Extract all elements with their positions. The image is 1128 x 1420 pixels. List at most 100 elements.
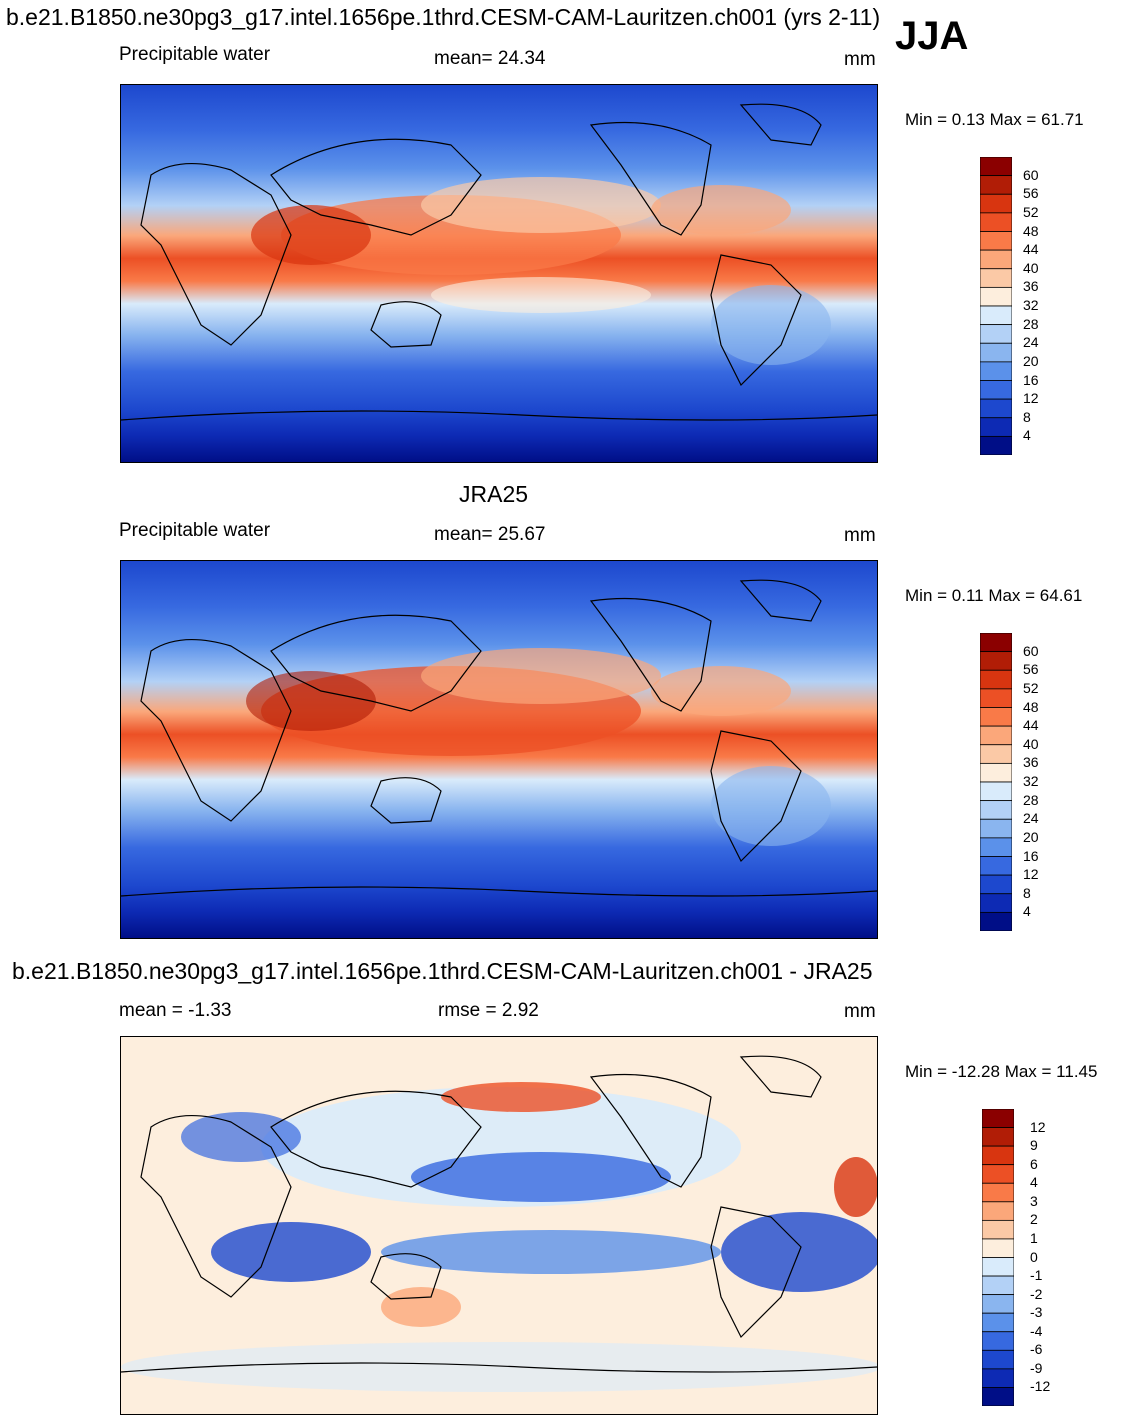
colorbar-swatch bbox=[981, 1238, 1015, 1258]
colorbar-tick-label: 20 bbox=[1023, 352, 1039, 369]
colorbar-swatch bbox=[979, 324, 1013, 344]
colorbar-swatch bbox=[979, 193, 1013, 214]
colorbar-swatch bbox=[979, 398, 1013, 419]
colorbar-swatch bbox=[979, 800, 1013, 820]
colorbar-swatch bbox=[979, 707, 1013, 727]
colorbar-tick-label: -6 bbox=[1030, 1341, 1043, 1358]
colorbar-swatch bbox=[981, 1219, 1015, 1240]
obs-mean-label: mean= 25.67 bbox=[434, 524, 546, 545]
colorbar-tick-label: 12 bbox=[1030, 1118, 1046, 1135]
colorbar-tick-label: 9 bbox=[1030, 1137, 1038, 1154]
colorbar-tick-label: -2 bbox=[1030, 1285, 1043, 1302]
colorbar-swatch bbox=[981, 1164, 1015, 1184]
colorbar-tick-label: 36 bbox=[1023, 754, 1039, 771]
colorbar-swatch bbox=[979, 435, 1013, 456]
colorbar-swatch bbox=[979, 818, 1013, 839]
colorbar-swatch bbox=[981, 1201, 1015, 1221]
colorbar-swatch bbox=[979, 781, 1013, 802]
colorbar-tick-label: 12 bbox=[1023, 390, 1039, 407]
diff-minmax-label: Min = -12.28 Max = 11.45 bbox=[905, 1062, 1098, 1081]
obs-units-label: mm bbox=[844, 525, 876, 546]
colorbar-tick-label: 6 bbox=[1030, 1155, 1038, 1172]
colorbar-tick-label: 3 bbox=[1030, 1192, 1038, 1209]
colorbar-tick-label: 60 bbox=[1023, 166, 1039, 183]
colorbar-swatch bbox=[979, 249, 1013, 270]
diff-mean-label: mean = -1.33 bbox=[119, 1000, 232, 1021]
colorbar-swatch bbox=[981, 1387, 1015, 1407]
colorbar-tick-label: 8 bbox=[1023, 884, 1031, 901]
colorbar-swatch bbox=[981, 1108, 1015, 1128]
obs-minmax-label: Min = 0.11 Max = 64.61 bbox=[905, 586, 1083, 605]
colorbar-swatch bbox=[979, 856, 1013, 876]
colorbar-tick-label: 28 bbox=[1023, 791, 1039, 808]
colorbar-tick-label: -12 bbox=[1030, 1378, 1051, 1395]
model-colorbar-swatches bbox=[979, 156, 1013, 456]
colorbar-tick-label: 44 bbox=[1023, 241, 1039, 258]
diff-rmse-label: rmse = 2.92 bbox=[438, 1000, 539, 1021]
colorbar-tick-label: 1 bbox=[1030, 1229, 1038, 1246]
model-minmax-label: Min = 0.13 Max = 61.71 bbox=[905, 110, 1084, 129]
colorbar-tick-label: 2 bbox=[1030, 1211, 1038, 1228]
colorbar-tick-label: -3 bbox=[1030, 1304, 1043, 1321]
colorbar-swatch bbox=[981, 1257, 1015, 1277]
colorbar-swatch bbox=[981, 1368, 1015, 1388]
colorbar-tick-label: -9 bbox=[1030, 1359, 1043, 1376]
colorbar-tick-label: 4 bbox=[1023, 903, 1031, 920]
diff-colorbar-swatches bbox=[981, 1108, 1015, 1407]
diff-units-label: mm bbox=[844, 1001, 876, 1022]
diff-map bbox=[120, 1036, 878, 1415]
colorbar-tick-label: 28 bbox=[1023, 315, 1039, 332]
colorbar-tick-label: 4 bbox=[1023, 427, 1031, 444]
colorbar-swatch bbox=[981, 1312, 1015, 1333]
colorbar-swatch bbox=[979, 874, 1013, 895]
colorbar-swatch bbox=[979, 725, 1013, 746]
colorbar-tick-label: -1 bbox=[1030, 1267, 1043, 1284]
colorbar-swatch bbox=[981, 1294, 1015, 1314]
colorbar-swatch bbox=[979, 893, 1013, 913]
colorbar-tick-label: 52 bbox=[1023, 203, 1039, 220]
obs-panel-title: JRA25 bbox=[459, 481, 529, 507]
obs-map-canvas bbox=[121, 561, 877, 938]
model-colorbar bbox=[979, 156, 1013, 460]
colorbar-tick-label: 20 bbox=[1023, 828, 1039, 845]
colorbar-tick-label: 24 bbox=[1023, 810, 1039, 827]
colorbar-swatch bbox=[981, 1331, 1015, 1351]
obs-map bbox=[120, 560, 878, 939]
colorbar-tick-label: 0 bbox=[1030, 1248, 1038, 1265]
colorbar-swatch bbox=[981, 1349, 1015, 1370]
colorbar-tick-label: 56 bbox=[1023, 661, 1039, 678]
model-panel-title: b.e21.B1850.ne30pg3_g17.intel.1656pe.1th… bbox=[6, 4, 881, 30]
colorbar-swatch bbox=[979, 361, 1013, 381]
colorbar-tick-label: 40 bbox=[1023, 735, 1039, 752]
diff-panel-title: b.e21.B1850.ne30pg3_g17.intel.1656pe.1th… bbox=[12, 958, 873, 984]
colorbar-swatch bbox=[981, 1145, 1015, 1166]
model-units-label: mm bbox=[844, 49, 876, 70]
obs-colorbar-swatches bbox=[979, 632, 1013, 932]
colorbar-tick-label: 48 bbox=[1023, 222, 1039, 239]
model-map bbox=[120, 84, 878, 463]
colorbar-swatch bbox=[979, 231, 1013, 251]
model-mean-label: mean= 24.34 bbox=[434, 48, 546, 69]
colorbar-swatch bbox=[979, 651, 1013, 671]
colorbar-swatch bbox=[979, 417, 1013, 437]
obs-left-label: Precipitable water bbox=[119, 520, 271, 541]
diff-map-canvas bbox=[121, 1037, 877, 1414]
colorbar-tick-label: 60 bbox=[1023, 642, 1039, 659]
colorbar-swatch bbox=[979, 212, 1013, 232]
colorbar-tick-label: 32 bbox=[1023, 773, 1039, 789]
colorbar-swatch bbox=[979, 268, 1013, 288]
colorbar-swatch bbox=[981, 1127, 1015, 1147]
model-map-canvas bbox=[121, 85, 877, 462]
colorbar-tick-label: 8 bbox=[1023, 408, 1031, 425]
colorbar-swatch bbox=[981, 1275, 1015, 1296]
colorbar-swatch bbox=[979, 762, 1013, 783]
colorbar-tick-label: 32 bbox=[1023, 297, 1039, 313]
colorbar-swatch bbox=[979, 156, 1013, 177]
colorbar-tick-label: 52 bbox=[1023, 679, 1039, 696]
colorbar-tick-label: 56 bbox=[1023, 185, 1039, 202]
colorbar-tick-label: 16 bbox=[1023, 847, 1039, 864]
colorbar-tick-label: 36 bbox=[1023, 278, 1039, 295]
diff-colorbar bbox=[981, 1108, 1015, 1411]
colorbar-swatch bbox=[979, 744, 1013, 764]
colorbar-swatch bbox=[979, 305, 1013, 326]
